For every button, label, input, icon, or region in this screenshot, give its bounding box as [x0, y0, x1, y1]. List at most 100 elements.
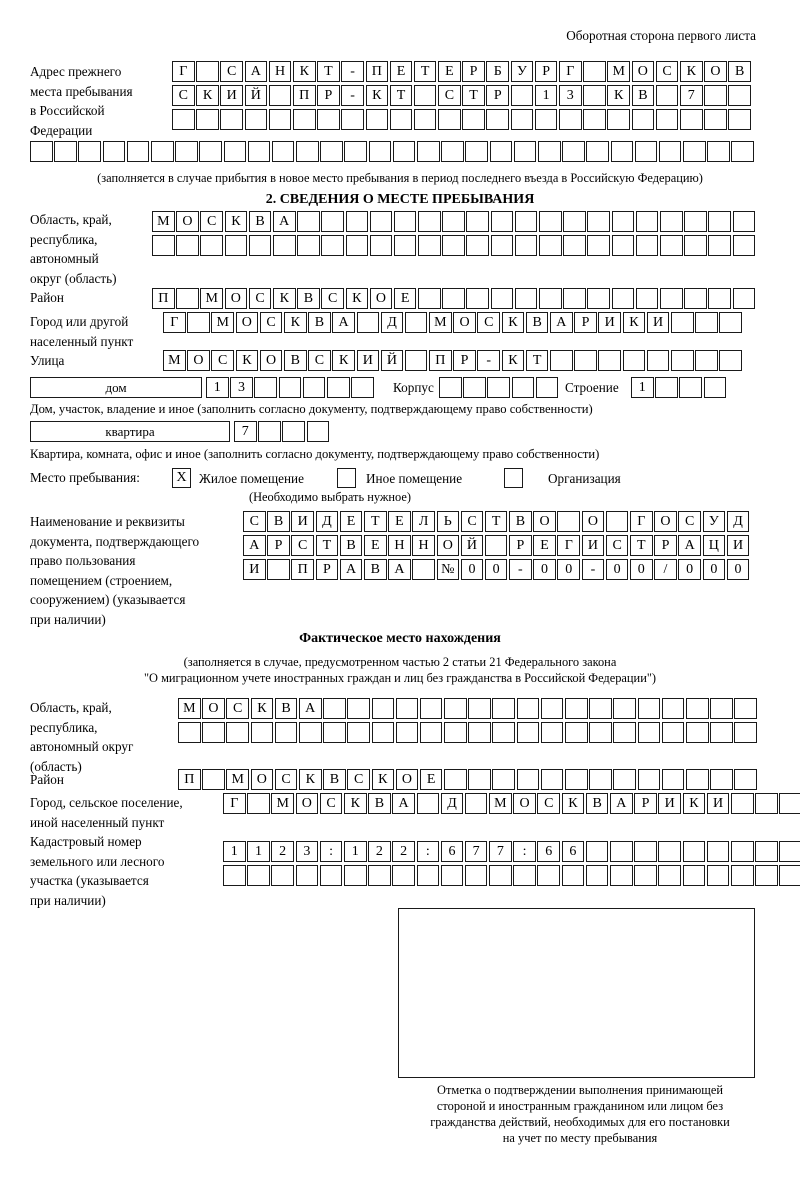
document-r3-cell-2[interactable] [267, 559, 290, 580]
document-r2-cell-9[interactable]: О [436, 535, 460, 556]
region-r1-cell-14[interactable] [466, 211, 490, 232]
prev-address-r2-cell-19[interactable]: К [607, 85, 630, 106]
prev-address-r1-cell-2[interactable] [196, 61, 219, 82]
actual-region-r1-cell-18[interactable] [589, 698, 612, 719]
prev-address-r2-cell-15[interactable] [510, 85, 534, 106]
region-r2-cell-19[interactable] [587, 235, 610, 256]
city-cell-9[interactable] [356, 312, 380, 333]
actual-district-cell-6[interactable]: К [298, 769, 322, 790]
region-r2-cell-22[interactable] [659, 235, 683, 256]
document-r1-cell-13[interactable]: О [533, 511, 556, 532]
prev-address-r1-cell-12[interactable]: Е [438, 61, 461, 82]
actual-region-r2-cell-1[interactable] [178, 722, 201, 743]
actual-district-cell-11[interactable]: Е [419, 769, 443, 790]
region-r2-cell-25[interactable] [732, 235, 756, 256]
document-r3-cell-6[interactable]: В [363, 559, 387, 580]
document-r1-cell-15[interactable]: О [581, 511, 605, 532]
document-r3-cell-10[interactable]: 0 [460, 559, 484, 580]
street-cell-3[interactable]: С [211, 350, 234, 371]
cadastral-r2-cell-8[interactable] [392, 865, 415, 886]
stay-type-option-inoe-label[interactable]: Иное помещение [366, 471, 463, 486]
cadastral-r2-cell-24[interactable] [779, 865, 800, 886]
prev-address-r3-cell-18[interactable] [583, 109, 606, 130]
prev-address-r4-cell-8[interactable] [199, 141, 222, 162]
document-r3-cell-9[interactable]: № [436, 559, 460, 580]
cadastral-r2-cell-10[interactable] [440, 865, 464, 886]
stroenie-cell-4[interactable] [703, 377, 727, 398]
prev-address-r2-cell-20[interactable]: В [631, 85, 655, 106]
prev-address-r2-cell-18[interactable] [583, 85, 606, 106]
prev-address-r2-cell-4[interactable]: Й [244, 85, 268, 106]
street-cell-19[interactable] [598, 350, 621, 371]
prev-address-r1-cell-17[interactable]: Г [559, 61, 582, 82]
document-r2-cell-16[interactable]: С [605, 535, 629, 556]
cadastral-r2-cell-23[interactable] [755, 865, 778, 886]
region-r1-cell-11[interactable] [393, 211, 417, 232]
cadastral-r1-cell-1[interactable]: 1 [223, 841, 246, 862]
document-r1-cell-16[interactable] [605, 511, 629, 532]
prev-address-r4-cell-19[interactable] [465, 141, 488, 162]
city-cell-7[interactable]: В [308, 312, 331, 333]
street-cell-11[interactable] [404, 350, 428, 371]
city-cell-17[interactable]: А [550, 312, 573, 333]
document-r2-cell-13[interactable]: Е [533, 535, 556, 556]
cadastral-r1-cell-18[interactable] [634, 841, 657, 862]
cadastral-r2-cell-12[interactable] [489, 865, 512, 886]
prev-address-r1-cell-24[interactable]: В [728, 61, 751, 82]
actual-district-cell-14[interactable] [492, 769, 516, 790]
flat-number-cells[interactable]: 7 [234, 421, 331, 442]
cadastral-r1-cell-12[interactable]: 7 [489, 841, 512, 862]
region-r1-cell-18[interactable] [563, 211, 586, 232]
city-cell-20[interactable]: К [622, 312, 646, 333]
actual-region-r1-cell-24[interactable] [734, 698, 757, 719]
house-cell-1[interactable]: 1 [206, 377, 229, 398]
actual-region-r2-cell-17[interactable] [565, 722, 588, 743]
city-cell-3[interactable]: М [211, 312, 234, 333]
street-cell-14[interactable]: - [477, 350, 501, 371]
region-r2-cell-13[interactable] [442, 235, 465, 256]
district-cell-11[interactable]: Е [393, 288, 417, 309]
region-r2-cell-20[interactable] [611, 235, 635, 256]
document-r2-cell-10[interactable]: Й [460, 535, 484, 556]
actual-region-r2-cell-11[interactable] [419, 722, 443, 743]
actual-region-r2-cell-24[interactable] [734, 722, 757, 743]
city-cell-22[interactable] [670, 312, 694, 333]
city-cell-15[interactable]: К [501, 312, 525, 333]
stay-type-option-organizaciya-label[interactable]: Организация [548, 471, 621, 486]
actual-city-cell-2[interactable] [247, 793, 270, 814]
document-r2-cell-12[interactable]: Р [509, 535, 532, 556]
street-cell-21[interactable] [646, 350, 670, 371]
prev-address-r4-cell-29[interactable] [707, 141, 730, 162]
prev-address-r4-cell-28[interactable] [683, 141, 706, 162]
document-r2-cell-18[interactable]: Р [654, 535, 677, 556]
prev-address-r3-cell-16[interactable] [534, 109, 558, 130]
document-r3-cell-3[interactable]: П [291, 559, 314, 580]
actual-city-cell-24[interactable] [779, 793, 800, 814]
cadastral-r2-cell-7[interactable] [368, 865, 391, 886]
actual-district-cell-18[interactable] [589, 769, 612, 790]
actual-district-cell-3[interactable]: М [226, 769, 249, 790]
street-cell-18[interactable] [574, 350, 597, 371]
prev-address-r3-cell-19[interactable] [607, 109, 630, 130]
actual-city-cell-10[interactable]: Д [440, 793, 464, 814]
prev-address-r2-cell-7[interactable]: Р [317, 85, 340, 106]
actual-district-cell-9[interactable]: К [371, 769, 395, 790]
cadastral-r2-cell-18[interactable] [634, 865, 657, 886]
document-r3-cell-7[interactable]: А [388, 559, 411, 580]
district-cell-14[interactable] [466, 288, 490, 309]
street-cell-5[interactable]: О [259, 350, 283, 371]
actual-region-r2-cell-23[interactable] [710, 722, 733, 743]
actual-region-r2-cell-2[interactable] [202, 722, 225, 743]
city-cell-24[interactable] [719, 312, 742, 333]
cadastral-r1-cell-5[interactable]: : [319, 841, 343, 862]
prev-address-r4-cell-22[interactable] [537, 141, 561, 162]
actual-district-cell-4[interactable]: О [250, 769, 274, 790]
actual-city-cell-15[interactable]: К [561, 793, 585, 814]
actual-district-cell-12[interactable] [444, 769, 467, 790]
prev-address-r3-cell-5[interactable] [268, 109, 292, 130]
